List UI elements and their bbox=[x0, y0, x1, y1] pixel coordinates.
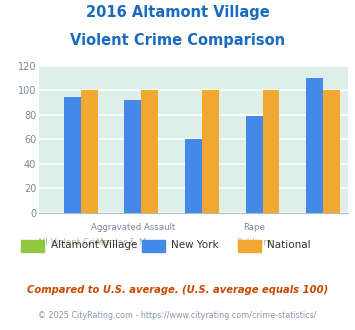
Bar bbox=[141, 90, 158, 213]
Text: New York: New York bbox=[171, 240, 219, 250]
Bar bbox=[125, 100, 141, 213]
Text: All Violent Crime: All Violent Crime bbox=[37, 238, 108, 247]
Text: Robbery: Robbery bbox=[236, 238, 272, 247]
Text: Altamont Village: Altamont Village bbox=[51, 240, 137, 250]
Bar bbox=[64, 97, 81, 213]
Text: National: National bbox=[267, 240, 311, 250]
Bar bbox=[185, 139, 202, 213]
Text: © 2025 CityRating.com - https://www.cityrating.com/crime-statistics/: © 2025 CityRating.com - https://www.city… bbox=[38, 311, 317, 320]
Bar bbox=[202, 90, 219, 213]
Text: 2016 Altamont Village: 2016 Altamont Village bbox=[86, 5, 269, 20]
Text: Rape: Rape bbox=[243, 223, 265, 232]
Text: Compared to U.S. average. (U.S. average equals 100): Compared to U.S. average. (U.S. average … bbox=[27, 285, 328, 295]
Bar bbox=[246, 116, 262, 213]
Bar bbox=[262, 90, 279, 213]
Bar bbox=[306, 78, 323, 213]
Bar bbox=[81, 90, 98, 213]
Bar bbox=[323, 90, 340, 213]
Text: Aggravated Assault: Aggravated Assault bbox=[91, 223, 175, 232]
Text: Murder & Mans...: Murder & Mans... bbox=[96, 238, 170, 247]
Text: Violent Crime Comparison: Violent Crime Comparison bbox=[70, 33, 285, 48]
